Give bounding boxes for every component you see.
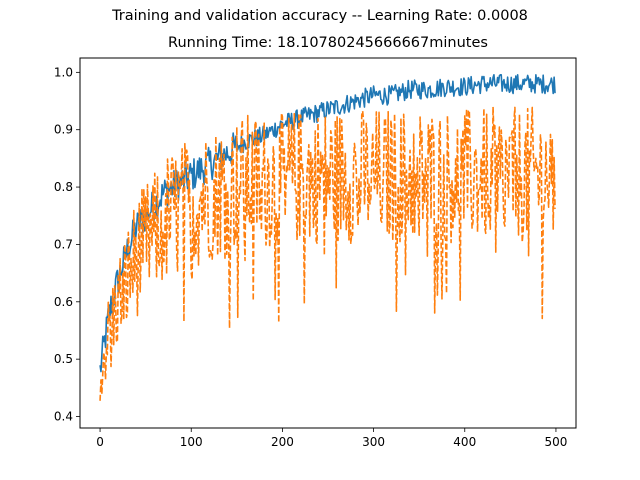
- figure-suptitle: Training and validation accuracy -- Lear…: [112, 8, 528, 24]
- y-axis: 0.4 0.5 0.6 0.7 0.8 0.9 1.0: [54, 65, 80, 424]
- x-tick-label: 200: [271, 435, 294, 449]
- y-tick-label: 0.4: [54, 410, 73, 424]
- y-tick-label: 0.8: [54, 180, 73, 194]
- y-tick-label: 0.9: [54, 123, 73, 137]
- x-tick-label: 400: [453, 435, 476, 449]
- validation-accuracy-line: [99, 106, 556, 401]
- y-tick-label: 0.6: [54, 295, 73, 309]
- series-layer: [99, 73, 556, 401]
- x-tick-label: 100: [180, 435, 203, 449]
- axes-frame: [79, 57, 577, 429]
- y-tick-label: 0.5: [54, 352, 73, 366]
- x-tick-label: 0: [96, 435, 104, 449]
- x-axis: 0 100 200 300 400 500: [96, 428, 567, 449]
- y-tick-label: 1.0: [54, 65, 73, 79]
- y-tick-label: 0.7: [54, 237, 73, 251]
- x-tick-label: 500: [544, 435, 567, 449]
- x-tick-label: 300: [362, 435, 385, 449]
- axes-title: Running Time: 18.10780245666667minutes: [168, 35, 488, 51]
